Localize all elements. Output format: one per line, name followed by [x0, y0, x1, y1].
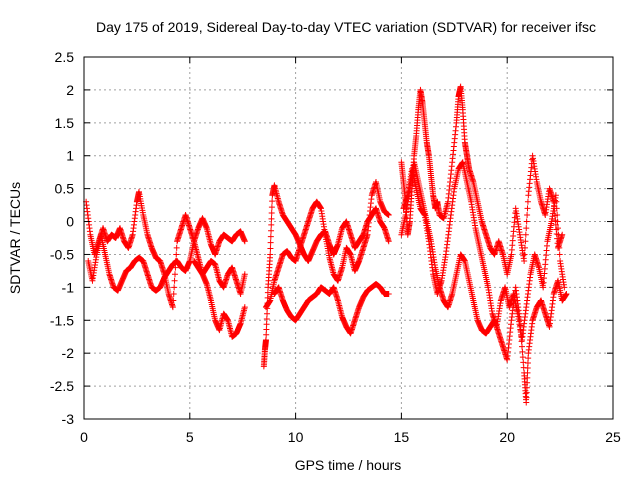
x-tick-label: 0: [80, 429, 88, 445]
y-tick-labels: 2.5 2 1.5 1 0.5 0 -0.5 -1 -1.5 -2 -2.5 -3: [50, 49, 74, 427]
y-tick-label: 0.5: [55, 181, 75, 197]
data-point: [171, 284, 178, 291]
data-points: [83, 83, 570, 406]
y-tick-label: -2: [62, 345, 75, 361]
data-point: [268, 215, 275, 222]
x-tick-label: 5: [186, 429, 194, 445]
data-point: [553, 198, 560, 205]
data-point: [520, 359, 527, 366]
data-point: [241, 304, 248, 311]
data-point: [171, 277, 178, 284]
y-tick-label: -1: [62, 279, 75, 295]
data-point: [385, 211, 392, 218]
series-track-i: [400, 159, 568, 344]
y-tick-label: -0.5: [50, 246, 74, 262]
data-point: [268, 204, 275, 211]
data-point: [264, 310, 271, 317]
axis-ticks: [83, 56, 614, 420]
data-point: [268, 227, 275, 234]
series-track-e: [262, 179, 392, 311]
data-point: [268, 221, 275, 228]
chart-title: Day 175 of 2019, Sidereal Day-to-day VTE…: [96, 19, 596, 35]
data-point: [173, 244, 180, 251]
data-point: [170, 290, 177, 297]
y-axis-title: SDTVAR / TECUs: [7, 182, 23, 294]
data-point: [267, 239, 274, 246]
data-point: [523, 218, 530, 225]
y-tick-label: -3: [62, 411, 75, 427]
data-point: [263, 331, 270, 338]
y-tick-label: 0: [66, 214, 74, 230]
series-track-d: [260, 182, 392, 370]
data-point: [385, 290, 392, 297]
data-point: [173, 251, 180, 258]
series-track-b: [85, 231, 248, 340]
data-point: [263, 326, 270, 333]
data-point: [522, 238, 529, 245]
data-point: [555, 231, 562, 238]
y-tick-label: 2: [66, 82, 74, 98]
data-point: [521, 251, 528, 258]
data-point: [241, 271, 248, 278]
data-point: [552, 192, 559, 199]
data-point: [555, 238, 562, 245]
data-point: [561, 284, 568, 291]
series-track-c: [191, 258, 248, 297]
data-point: [524, 211, 531, 218]
data-point: [263, 321, 270, 328]
data-point: [241, 238, 248, 245]
data-point: [519, 348, 526, 355]
data-point: [171, 271, 178, 278]
y-tick-label: -1.5: [50, 312, 74, 328]
data-point: [556, 244, 563, 251]
y-tick-label: 1: [66, 148, 74, 164]
data-point: [556, 251, 563, 258]
data-point: [523, 225, 530, 232]
x-tick-label: 25: [605, 429, 621, 445]
data-point: [267, 245, 274, 252]
data-point: [264, 294, 271, 301]
data-point: [385, 238, 392, 245]
data-point: [519, 354, 526, 361]
data-point: [554, 218, 561, 225]
series-track-a: [83, 188, 248, 311]
series-track-g: [398, 83, 566, 278]
data-point: [563, 290, 570, 297]
data-point: [524, 205, 531, 212]
y-tick-label: 1.5: [55, 115, 75, 131]
data-point: [170, 297, 177, 304]
x-axis-title: GPS time / hours: [295, 457, 402, 473]
data-point: [269, 198, 276, 205]
data-point: [519, 343, 526, 350]
data-point: [263, 315, 270, 322]
x-tick-label: 15: [394, 429, 410, 445]
data-point: [521, 244, 528, 251]
data-point: [524, 198, 531, 205]
data-point: [169, 304, 176, 311]
series-track-f: [271, 281, 392, 337]
x-tick-labels: 0 5 10 15 20 25: [80, 429, 621, 445]
plot-frame: [83, 56, 614, 420]
data-point: [267, 251, 274, 258]
data-point: [554, 225, 561, 232]
y-tick-label: -2.5: [50, 378, 74, 394]
x-tick-label: 10: [288, 429, 304, 445]
y-tick-label: 2.5: [55, 49, 75, 65]
data-point: [521, 258, 528, 265]
data-point: [522, 231, 529, 238]
data-point: [554, 211, 561, 218]
x-tick-label: 20: [499, 429, 515, 445]
data-point: [268, 209, 275, 216]
grid-lines: [84, 57, 613, 419]
data-point: [267, 233, 274, 240]
data-point: [553, 205, 560, 212]
data-point: [262, 337, 269, 344]
